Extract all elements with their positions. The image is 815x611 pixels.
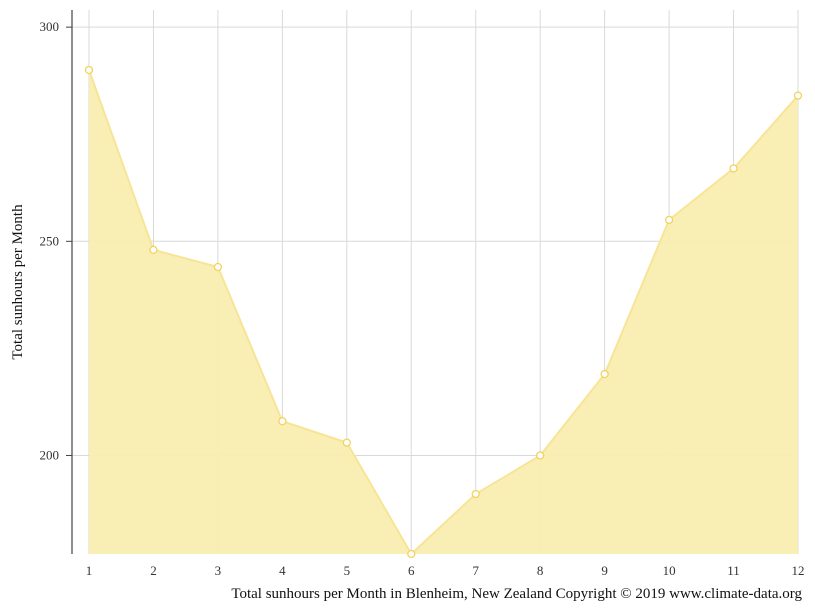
data-point [149, 245, 158, 255]
data-point [213, 262, 223, 272]
x-tick-label: 11 [727, 563, 740, 578]
x-tick-label: 2 [150, 563, 157, 578]
data-point [600, 369, 609, 379]
data-point [342, 438, 351, 447]
x-tick-label: 8 [537, 563, 544, 578]
data-point [536, 451, 545, 460]
data-point [793, 91, 803, 100]
y-tick-label: 250 [40, 233, 60, 248]
x-tick-label: 1 [86, 563, 93, 578]
y-axis-title: Total sunhours per Month [10, 204, 26, 360]
data-point [84, 65, 94, 75]
x-tick-label: 12 [792, 563, 805, 578]
x-tick-label: 4 [279, 563, 286, 578]
data-point [729, 164, 738, 173]
y-tick-label: 300 [40, 19, 60, 34]
x-axis-caption: Total sunhours per Month in Blenheim, Ne… [231, 586, 802, 602]
x-tick-label: 6 [408, 563, 415, 578]
data-point [471, 489, 480, 499]
x-tick-label: 3 [215, 563, 222, 578]
x-tick-label: 9 [601, 563, 608, 578]
series-area-fill [89, 69, 798, 554]
x-tick-label: 10 [663, 563, 676, 578]
data-points [84, 65, 803, 559]
data-point [664, 215, 674, 225]
y-tick-labels: 200 250 300 [40, 19, 72, 462]
x-tick-label: 5 [344, 563, 351, 578]
series-line [88, 69, 799, 556]
x-tick-label: 7 [472, 563, 479, 578]
data-point [278, 417, 287, 426]
x-tick-labels: 1 2 3 4 5 6 7 8 9 10 11 12 [86, 563, 805, 578]
y-tick-label: 200 [40, 447, 60, 462]
data-point [407, 549, 416, 559]
